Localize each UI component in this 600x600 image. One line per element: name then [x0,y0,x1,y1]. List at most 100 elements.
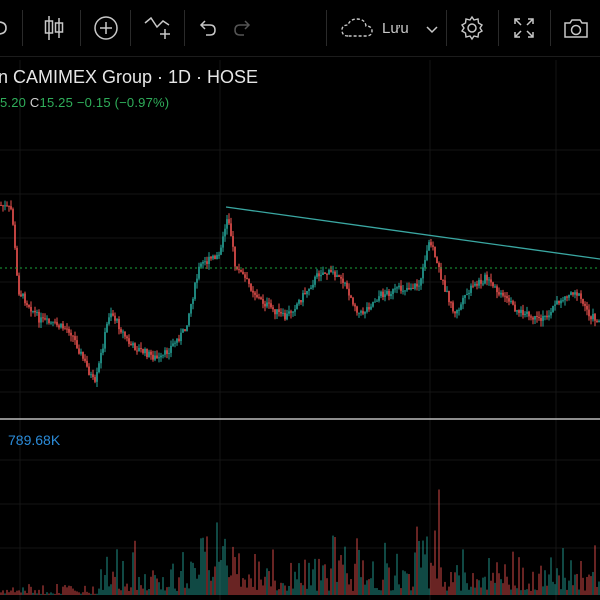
candle-body [494,286,496,288]
volume-bar [54,593,56,595]
candle-body [228,219,230,224]
volume-bar [506,576,508,595]
candle-body [42,317,44,319]
candle-body [350,295,352,298]
candle-body [300,300,302,303]
chevron-down-icon[interactable] [426,26,438,34]
candle-body [384,294,386,298]
volume-bar [450,572,452,595]
candle-body [332,271,334,273]
candle-body [186,325,188,332]
volume-bar [540,565,542,595]
compare-icon[interactable] [140,8,176,48]
volume-bar [290,562,292,595]
volume-bar [590,576,592,595]
candle-body [100,352,102,364]
volume-bar [420,567,422,595]
camera-icon[interactable] [558,8,594,48]
volume-bar [388,567,390,595]
candle-body [458,309,460,311]
candle-body [434,246,436,258]
candle-body [108,317,110,324]
candle-body [216,255,218,259]
candle-body [516,310,518,312]
candle-body [68,328,70,333]
fullscreen-icon[interactable] [506,8,542,48]
candle-body [404,290,406,292]
candle-body [400,285,402,291]
candle-body [340,276,342,279]
candle-body [436,257,438,264]
volume-bar [62,586,64,595]
volume-bar [454,572,456,595]
candle-body [344,282,346,284]
volume-bar [522,567,524,595]
volume-bar [380,590,382,595]
volume-bar [504,564,506,595]
volume-bar [20,592,22,595]
volume-bar [238,553,240,595]
candle-body [20,294,22,297]
volume-bar [554,584,556,595]
candle-body [192,298,194,304]
candle-body [398,285,400,288]
candle-body [114,315,116,321]
volume-bar [124,586,126,595]
candle-body [102,348,104,353]
volume-bar [400,588,402,595]
candle-body [32,310,34,312]
volume-bar [240,586,242,595]
candle-body [572,292,574,295]
candle-body [580,293,582,299]
candle-body [478,279,480,286]
candle-body [146,348,148,358]
add-indicator-icon[interactable] [88,8,124,48]
candle-body [170,345,172,353]
volume-bar [196,578,198,595]
volume-bar [104,575,106,595]
candle-body [80,351,82,354]
candle-body [126,336,128,339]
volume-bar [338,560,340,595]
candle-body [124,331,126,337]
volume-bar [186,583,188,595]
candle-body [314,276,316,285]
volume-bar [514,585,516,595]
candle-body [366,307,368,312]
candle-body [184,329,186,332]
volume-bar [206,536,208,595]
volume-bar [572,585,574,595]
close-value: 15.25 [39,95,74,110]
candle-body [364,311,366,314]
volume-bar [418,540,420,595]
candle-body [496,286,498,293]
candle-body [578,293,580,296]
volume-value: 789.68K [8,432,61,448]
volume-bar [312,569,314,595]
candle-body [542,316,544,321]
candle-body [254,292,256,295]
volume-bar [302,585,304,595]
volume-bar [28,584,30,595]
candle-body [534,316,536,320]
candle-body [450,302,452,304]
volume-bar [562,548,564,595]
volume-bar [414,552,416,595]
candle-body [386,291,388,295]
ohlc-readout: 5.20 C15.25 −0.15 (−0.97%) [0,95,169,110]
candle-body [22,293,24,297]
volume-bar [98,588,100,595]
undo-icon[interactable] [192,8,222,48]
save-button[interactable]: Lưu [332,10,442,46]
volume-bar [14,592,16,595]
candle-body [284,312,286,320]
candles-icon[interactable] [36,8,72,48]
price-chart[interactable] [0,56,600,600]
redo-icon[interactable] [228,8,258,48]
settings-icon[interactable] [454,8,490,48]
candle-body [18,275,20,295]
candle-body [240,270,242,272]
candle-body [316,273,318,277]
candle-body [280,312,282,314]
volume-bar [348,584,350,595]
